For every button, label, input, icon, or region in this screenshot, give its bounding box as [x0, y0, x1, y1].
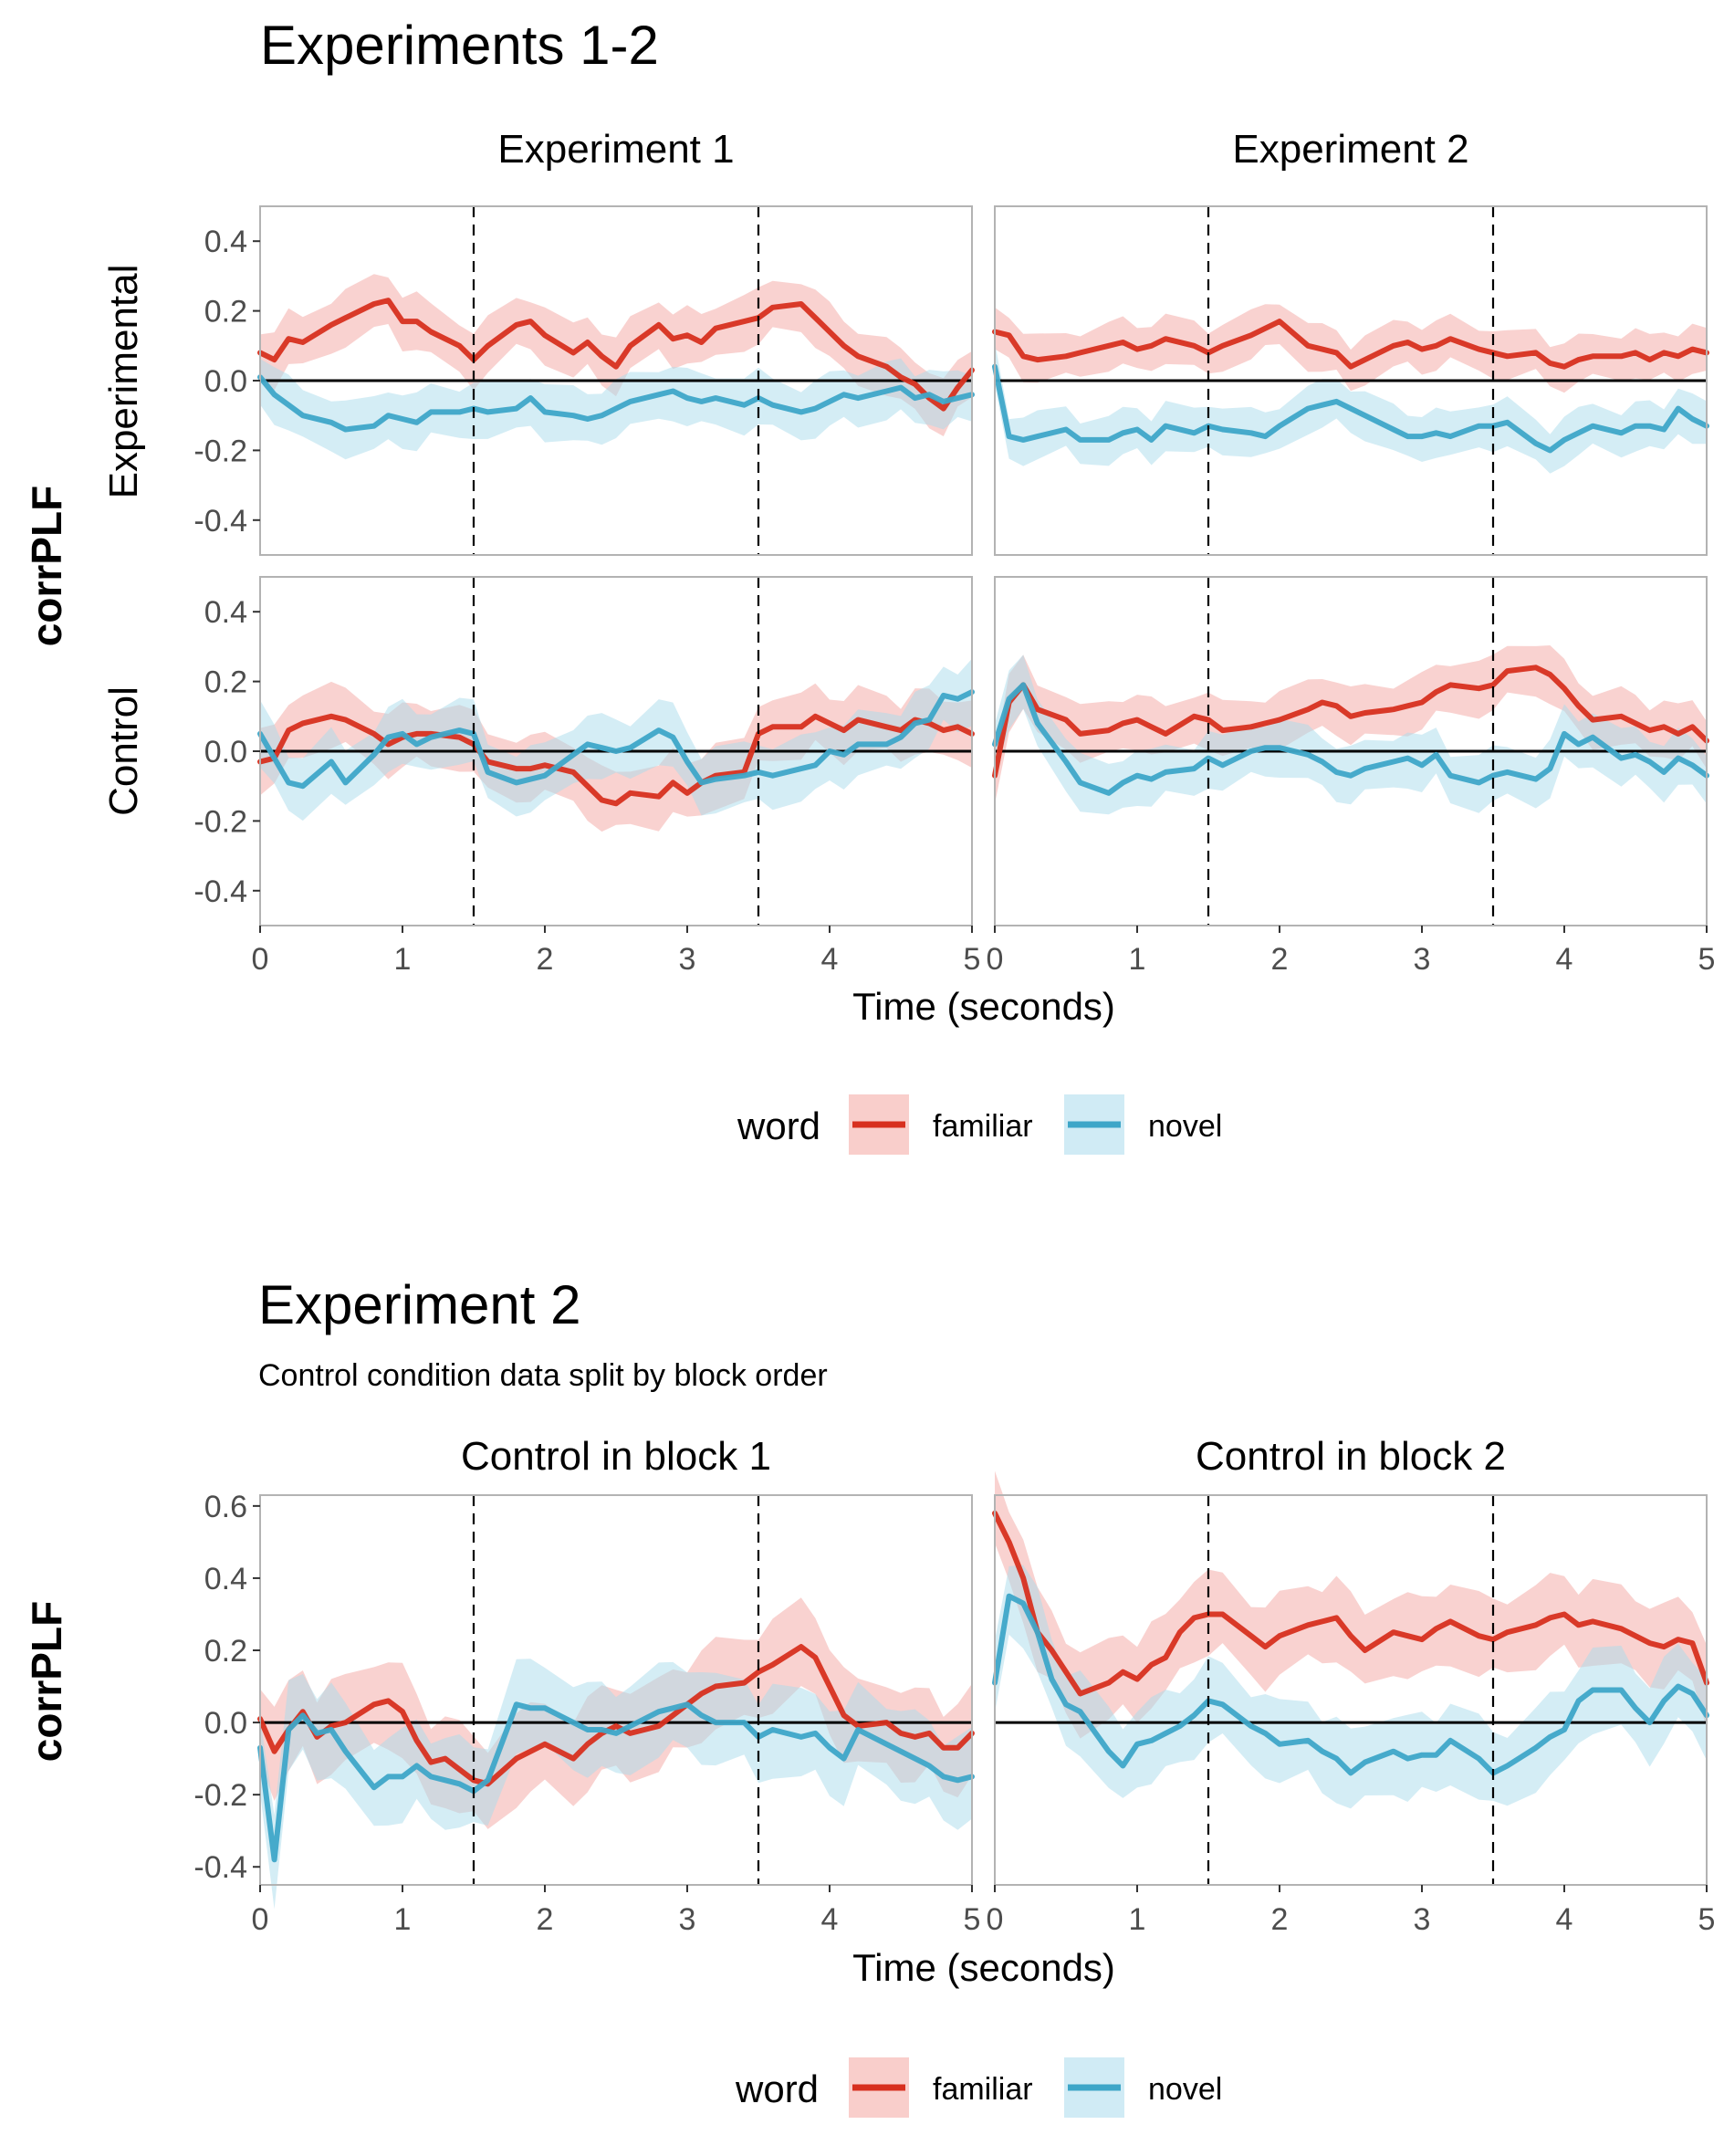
x-tick-label: 4	[1556, 1902, 1573, 1937]
y-tick-label: 0.2	[204, 295, 247, 330]
y-tick-label: -0.4	[193, 1850, 247, 1885]
y-tick-label: 0.2	[204, 665, 247, 700]
figure-2-y-axis-label: corrPLF	[23, 1601, 70, 1762]
figure-1-panels	[257, 205, 1709, 926]
x-tick-label: 4	[821, 942, 839, 977]
figure-2-title: Experiment 2	[258, 1274, 581, 1335]
x-tick-label: 1	[1129, 1902, 1146, 1937]
x-tick-label: 0	[252, 942, 269, 977]
y-tick-label: 0.4	[204, 225, 247, 259]
figure-2-subtitle: Control condition data split by block or…	[258, 1358, 828, 1393]
y-tick-label: 0.0	[204, 1706, 247, 1741]
series-line-familiar	[992, 1510, 1709, 1697]
x-tick-label: 5	[964, 942, 981, 977]
strip-control-block-2: Control in block 2	[1196, 1434, 1506, 1479]
figure-1: Experiments 1-2 Experiment 1 Experiment …	[23, 15, 1715, 1155]
series-line-novel	[257, 374, 975, 433]
legend-2-novel-label: novel	[1148, 2072, 1222, 2107]
y-tick-label: 0.0	[204, 364, 247, 399]
x-tick-label: 3	[679, 942, 696, 977]
y-tick-label: 0.6	[204, 1490, 247, 1524]
x-tick-label: 0	[987, 942, 1004, 977]
x-tick-label: 1	[1129, 942, 1146, 977]
y-tick-label: -0.2	[193, 1778, 247, 1813]
strip-control-block-1: Control in block 1	[461, 1434, 771, 1479]
row-label-experimental: Experimental	[101, 265, 146, 499]
y-tick-label: 0.2	[204, 1634, 247, 1669]
x-tick-label: 3	[1414, 1902, 1431, 1937]
series-line-familiar	[992, 665, 1709, 779]
figure-2-y-ticks: 0.6 0.4 0.2 0.0 -0.2 -0.4	[193, 1490, 260, 1885]
figure-2-panels	[257, 1470, 1709, 1910]
row-label-control: Control	[101, 686, 146, 816]
y-tick-label: -0.2	[193, 804, 247, 839]
panel-0-0	[257, 205, 975, 556]
panel-1-0	[257, 1494, 975, 1910]
series-line-novel	[992, 682, 1709, 796]
x-tick-label: 5	[1698, 1902, 1716, 1937]
panel-border	[994, 576, 1708, 926]
x-tick-label: 2	[537, 942, 554, 977]
ribbon-familiar	[995, 645, 1707, 804]
panel-border	[994, 205, 1708, 556]
y-tick-label: -0.4	[193, 504, 247, 539]
panel-0-3	[992, 576, 1709, 926]
y-tick-label: 0.4	[204, 595, 247, 630]
legend-1-familiar-label: familiar	[933, 1109, 1033, 1144]
figure-1-y-ticks: 0.4 0.2 0.0 -0.2 -0.4 0.4 0.2 0.0 -0.2 -0.4	[193, 225, 260, 909]
legend-2-title: word	[735, 2067, 819, 2110]
x-tick-label: 1	[394, 942, 412, 977]
x-tick-label: 0	[987, 1902, 1004, 1937]
x-tick-label: 1	[394, 1902, 412, 1937]
ribbon-familiar	[995, 304, 1707, 393]
ribbon-novel	[260, 658, 972, 822]
y-tick-label: -0.4	[193, 874, 247, 909]
figure-1-x-axis-label: Time (seconds)	[852, 985, 1115, 1028]
panel-0-1	[992, 205, 1709, 556]
figure-2: Experiment 2 Control condition data spli…	[23, 1274, 1715, 2118]
x-tick-label: 3	[1414, 942, 1431, 977]
strip-experiment-1: Experiment 1	[497, 127, 734, 172]
figure-1-legend: word familiar novel	[737, 1094, 1222, 1155]
panel-0-2	[257, 576, 975, 926]
x-tick-label: 0	[252, 1902, 269, 1937]
figure-2-x-axis-label: Time (seconds)	[852, 1946, 1115, 1989]
figure-1-y-axis-label: corrPLF	[23, 486, 70, 646]
series-line-novel	[992, 1593, 1709, 1776]
x-tick-label: 5	[1698, 942, 1716, 977]
series-line-novel	[257, 689, 975, 790]
x-tick-label: 3	[679, 1902, 696, 1937]
series-line-novel	[992, 363, 1709, 454]
ribbon-familiar	[995, 1470, 1707, 1739]
x-tick-label: 2	[537, 1902, 554, 1937]
panel-1-1	[992, 1470, 1709, 1886]
legend-2-familiar-label: familiar	[933, 2072, 1033, 2107]
ribbon-novel	[995, 1565, 1707, 1809]
x-tick-label: 2	[1271, 1902, 1289, 1937]
panel-border	[259, 1494, 973, 1886]
y-tick-label: 0.4	[204, 1562, 247, 1596]
x-tick-label: 2	[1271, 942, 1289, 977]
legend-1-title: word	[737, 1104, 820, 1147]
figure-2-legend: word familiar novel	[735, 2057, 1222, 2118]
series-line-familiar	[257, 298, 975, 412]
strip-experiment-2: Experiment 2	[1232, 127, 1468, 172]
x-tick-label: 4	[821, 1902, 839, 1937]
ribbon-novel	[995, 654, 1707, 815]
series-line-familiar	[992, 319, 1709, 370]
y-tick-label: -0.2	[193, 434, 247, 468]
y-tick-label: 0.0	[204, 735, 247, 769]
series-line-novel	[257, 1701, 975, 1863]
figure-1-title: Experiments 1-2	[260, 15, 659, 76]
x-tick-label: 5	[964, 1902, 981, 1937]
legend-1-novel-label: novel	[1148, 1109, 1222, 1144]
panel-border	[994, 1494, 1708, 1886]
x-tick-label: 4	[1556, 942, 1573, 977]
ribbon-familiar	[260, 274, 972, 436]
